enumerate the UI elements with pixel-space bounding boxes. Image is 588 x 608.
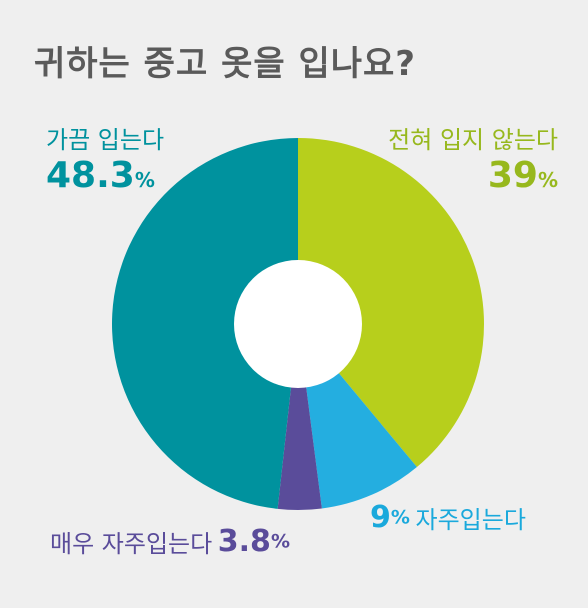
- label-frequently-value: 9: [370, 500, 391, 535]
- label-frequently-name: 자주입는다: [415, 506, 526, 534]
- label-often-name: 가끔 입는다: [46, 126, 165, 154]
- label-often-unit: %: [134, 168, 155, 192]
- label-never: 전혀 입지 않는다 39%: [388, 120, 558, 196]
- label-very-often-unit: %: [270, 530, 290, 553]
- label-never-unit: %: [537, 168, 558, 192]
- label-never-name: 전혀 입지 않는다: [388, 126, 558, 154]
- label-often: 가끔 입는다 48.3%: [46, 120, 164, 196]
- donut-hole: [234, 260, 362, 388]
- label-very-often-value: 3.8: [217, 524, 271, 559]
- label-very-often-name: 매우 자주입는다: [50, 530, 213, 558]
- chart-title: 귀하는 중고 옷을 입나요?: [34, 44, 417, 84]
- slice-often: [111, 138, 298, 509]
- slice-very-often: [277, 324, 322, 511]
- slice-never: [298, 138, 485, 468]
- label-very-often: 매우 자주입는다 3.8%: [50, 524, 290, 559]
- label-frequently-unit: %: [390, 506, 410, 529]
- label-often-value: 48.3: [46, 155, 135, 196]
- label-never-value: 39: [487, 155, 538, 196]
- label-frequently: 9% 자주입는다: [370, 500, 526, 535]
